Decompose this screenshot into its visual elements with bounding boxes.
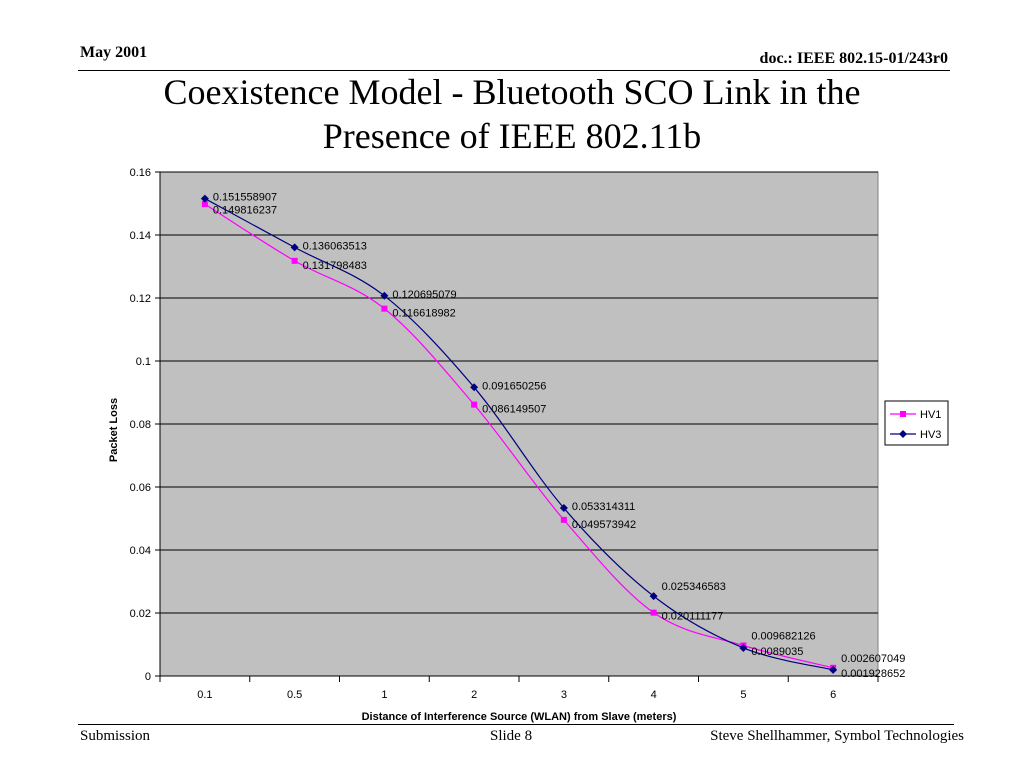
data-label-hv1: 0.131798483 [303,260,367,272]
series-hv3-point [649,592,658,601]
data-label-hv3: 0.151558907 [213,192,277,204]
data-label-hv1: 0.149816237 [213,205,277,217]
series-hv1-point [560,516,567,523]
header-rule [78,70,950,71]
data-label-hv3: 0.001928652 [841,668,905,680]
series-layer [200,194,838,674]
data-label-hv3: 0.136063513 [303,240,367,252]
data-label-hv3: 0.091650256 [482,380,546,392]
x-tick-label: 0.5 [287,689,302,701]
series-hv3-point [380,291,389,300]
legend-hv3-marker [899,430,907,438]
series-hv1-point [650,609,657,616]
series-hv3-line [204,198,834,671]
data-label-hv1: 0.086149507 [482,404,546,416]
data-label-hv1: 0.009682126 [751,631,815,643]
series-hv3-point [290,243,299,252]
gridlines [160,171,878,614]
slide-title-line-1: Coexistence Model - Bluetooth SCO Link i… [163,72,861,112]
y-tick-label: 0 [145,671,151,683]
data-label-hv1: 0.002607049 [841,653,905,665]
slide-title-line-2: Presence of IEEE 802.11b [322,116,702,156]
y-tick-label: 0.12 [130,293,151,305]
data-label-hv3: 0.120695079 [392,289,456,301]
y-tick-label: 0.1 [136,356,151,368]
legend-hv1-label: HV1 [920,409,941,421]
series-hv3-point [829,665,838,674]
data-label-hv3: 0.0089035 [751,646,803,658]
data-label-hv3: 0.025346583 [662,581,726,593]
legend-box [884,400,949,446]
footer-submission: Submission [80,728,151,744]
legend: HV1 HV3 [884,400,949,446]
y-tick-label: 0.08 [130,419,151,431]
axes: 0 0.02 0.04 0.06 0.08 0.1 0.12 0.14 0.16 0.1 0.5 1 2… [130,167,879,701]
series-hv1-point [471,401,478,408]
series-hv3-point [470,383,479,392]
series-hv1-point [291,257,298,264]
series-hv1-line [204,203,834,669]
header-date: May 2001 [80,44,148,61]
x-tick-label: 3 [561,689,567,701]
data-label-hv1: 0.116618982 [392,308,455,320]
legend-hv3-label: HV3 [920,429,941,441]
footer-author: Steve Shellhammer, Symbol Technologies [710,728,964,744]
series-hv3-point [200,194,209,203]
legend-hv1-marker [900,411,906,417]
y-tick-label: 0.02 [130,608,151,620]
x-tick-label: 5 [740,689,746,701]
series-hv3-point [559,504,568,513]
footer-rule [78,724,954,725]
x-axis-title: Distance of Interference Source (WLAN) f… [362,711,677,723]
y-axis-title: Packet Loss [108,398,120,462]
x-tick-label: 6 [830,689,836,701]
series-hv1-point [201,201,208,208]
x-tick-label: 1 [381,689,387,701]
x-tick-label: 0.1 [197,689,212,701]
y-tick-label: 0.16 [130,167,151,179]
data-label-hv1: 0.049573942 [572,519,636,531]
y-tick-label: 0.06 [130,482,151,494]
x-tick-label: 2 [471,689,477,701]
data-label-hv1: 0.020111177 [662,611,724,623]
data-label-hv3: 0.053314311 [572,501,635,513]
series-hv1-point [381,305,388,312]
x-tick-label: 4 [651,689,657,701]
y-tick-label: 0.14 [130,230,151,242]
y-tick-label: 0.04 [130,545,151,557]
series-hv3-point [739,643,748,652]
footer-slide-number: Slide 8 [490,728,533,744]
header-doc-id: doc.: IEEE 802.15-01/243r0 [759,50,948,67]
slide-title: Coexistence Model - Bluetooth SCO Link i… [80,70,944,158]
